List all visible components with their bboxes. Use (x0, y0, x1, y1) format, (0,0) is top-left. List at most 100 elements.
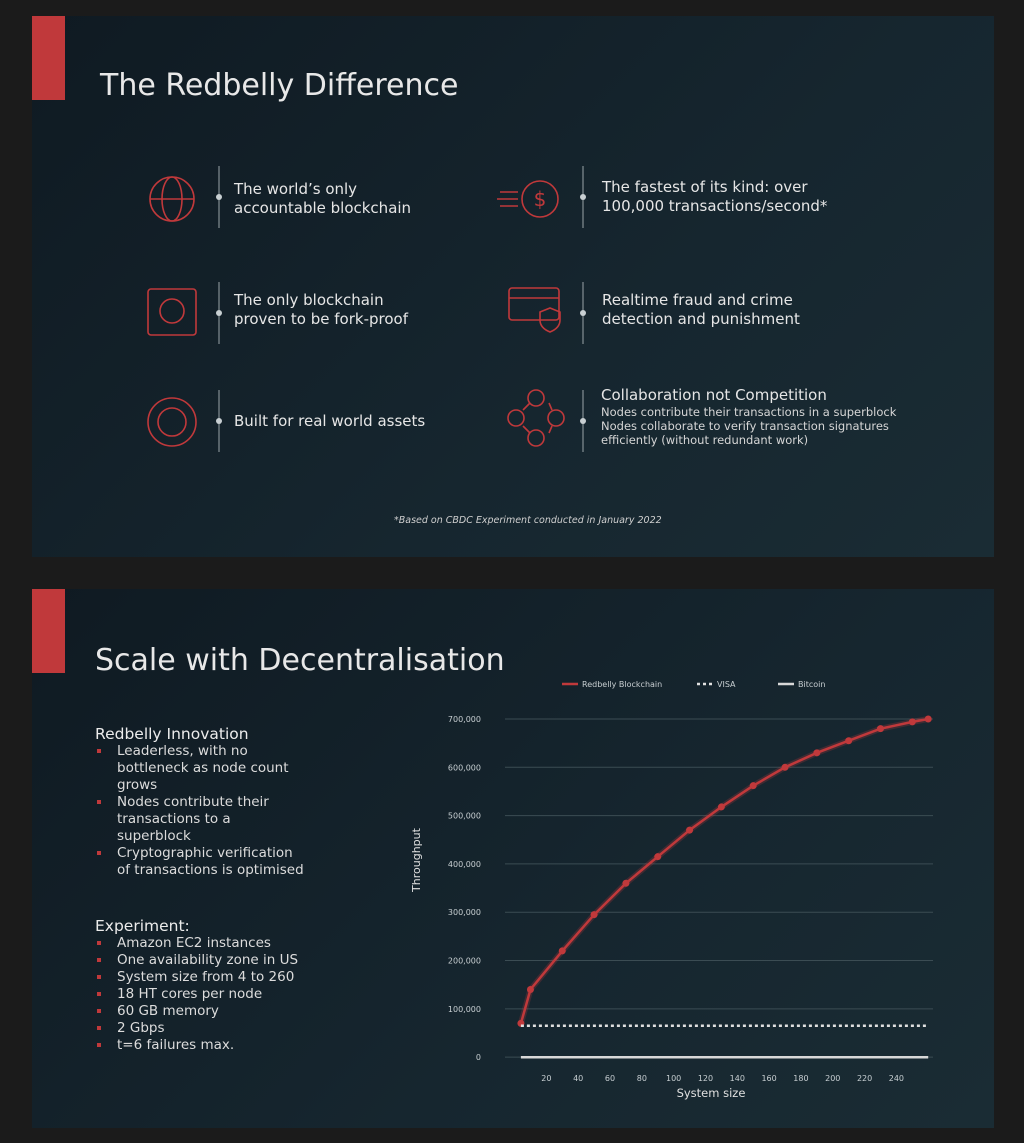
point (686, 826, 694, 834)
point (845, 737, 853, 745)
bullet-item: One availability zone in US (95, 952, 335, 969)
feature: The world’s only accountable blockchain (234, 180, 412, 217)
x-tick-label: 140 (730, 1074, 745, 1083)
legend-item: Redbelly Blockchain (562, 680, 662, 689)
dot (580, 194, 586, 200)
node-icon (522, 402, 553, 434)
safe-icon (147, 288, 197, 336)
point (908, 718, 916, 726)
point (622, 879, 630, 887)
feature-detail: Nodes contribute their transactions in a… (601, 405, 897, 419)
x-tick-label: 40 (573, 1074, 583, 1083)
y-tick-label: 300,000 (448, 908, 481, 917)
x-tick-label: 60 (605, 1074, 615, 1083)
feature-detail: Nodes collaborate to verify transaction … (601, 419, 889, 447)
x-tick-label: 220 (857, 1074, 872, 1083)
legend-item: VISA (697, 680, 736, 689)
asset-icon (147, 397, 197, 447)
y-tick-label: 100,000 (448, 1005, 481, 1014)
x-tick-label: 180 (793, 1074, 808, 1083)
point (924, 715, 932, 723)
bullet-item: t=6 failures max. (95, 1037, 335, 1054)
legend-label: VISA (717, 680, 736, 689)
node-icon (527, 389, 545, 407)
node-icon (527, 429, 545, 447)
x-tick-label: 120 (698, 1074, 713, 1083)
slide-title: Scale with Decentralisation (95, 643, 505, 678)
bullet-item: Leaderless, with no bottleneck as node c… (95, 743, 305, 794)
feature-title: Collaboration not Competition (601, 386, 827, 404)
x-axis-title: System size (677, 1086, 746, 1100)
dot (216, 310, 222, 316)
coin-icon: $ (534, 187, 547, 211)
y-axis-title: Throughput (410, 827, 423, 893)
y-tick-label: 400,000 (448, 860, 481, 869)
point (813, 749, 821, 757)
y-tick-label: 200,000 (448, 957, 481, 966)
chart: System size Throughput 0 100,000 200,000 30… (410, 680, 933, 1100)
bullet-item: 60 GB memory (95, 1003, 335, 1020)
panel-heading: Redbelly Innovation (95, 725, 249, 743)
icons: $ (147, 176, 565, 447)
slide: Scale with Decentralisation Redbelly Inn… (32, 589, 994, 1128)
bullet-list: Amazon EC2 instances One availability zon… (95, 935, 335, 1054)
feature: The only blockchain proven to be fork-pr… (234, 291, 408, 328)
point (717, 803, 725, 811)
panel-heading: Experiment: (95, 917, 190, 935)
shield-icon (539, 307, 561, 333)
y-tick-label: 500,000 (448, 812, 481, 821)
dot (580, 310, 586, 316)
legend-label: Bitcoin (798, 680, 825, 689)
point (590, 911, 598, 919)
node-icon (547, 409, 565, 427)
x-tick-label: 200 (825, 1074, 840, 1083)
dot (216, 194, 222, 200)
y-tick-label: 600,000 (448, 763, 481, 772)
slide: The Redbelly Difference The world’s only… (32, 16, 994, 557)
feature: Built for real world assets (234, 412, 426, 430)
footnote: *Based on CBDC Experiment conducted in J… (394, 515, 662, 526)
card-icon (508, 287, 560, 321)
legend-label: Redbelly Blockchain (582, 680, 662, 689)
point (749, 782, 757, 790)
feature: The fastest of its kind: over 100,000 tr… (602, 178, 828, 215)
series-line (519, 717, 929, 1024)
bullet-item: Nodes contribute their transactions to a… (95, 794, 305, 845)
coin-icon (521, 180, 559, 218)
bullet-item: System size from 4 to 260 (95, 969, 335, 986)
dividers (218, 166, 584, 452)
x-tick-label: 240 (889, 1074, 904, 1083)
x-tick-label: 20 (541, 1074, 551, 1083)
innovation-panel: Redbelly Innovation Leaderless, with no … (95, 726, 305, 879)
dot (580, 418, 586, 424)
feature: Collaboration not Competition Nodes cont… (601, 386, 921, 447)
bullet-list: Leaderless, with no bottleneck as node c… (95, 743, 305, 879)
x-tick-label: 100 (666, 1074, 681, 1083)
bullet-item: Cryptographic verification of transactio… (95, 845, 305, 879)
slide-title: The Redbelly Difference (100, 68, 459, 103)
accent-bar (32, 16, 65, 100)
x-tick-label: 80 (637, 1074, 647, 1083)
x-tick-label: 160 (761, 1074, 776, 1083)
point (876, 725, 884, 733)
y-tick-label: 700,000 (448, 715, 481, 724)
safe-icon (159, 298, 185, 324)
y-tick-label: 0 (476, 1053, 481, 1062)
point (526, 986, 534, 994)
point (558, 947, 566, 955)
bullet-item: 18 HT cores per node (95, 986, 335, 1003)
bullet-item: 2 Gbps (95, 1020, 335, 1037)
feature: Realtime fraud and crime detection and p… (602, 291, 800, 328)
legend-item: Bitcoin (778, 680, 825, 689)
accent-bar (32, 589, 65, 673)
dot (216, 418, 222, 424)
divider-dots (216, 194, 586, 424)
node-icon (507, 409, 525, 427)
experiment-panel: Experiment: Amazon EC2 instances One avai… (95, 918, 335, 1054)
point (654, 853, 662, 861)
asset-icon (157, 407, 187, 437)
series-glow (518, 716, 929, 1025)
bullet-item: Amazon EC2 instances (95, 935, 335, 952)
